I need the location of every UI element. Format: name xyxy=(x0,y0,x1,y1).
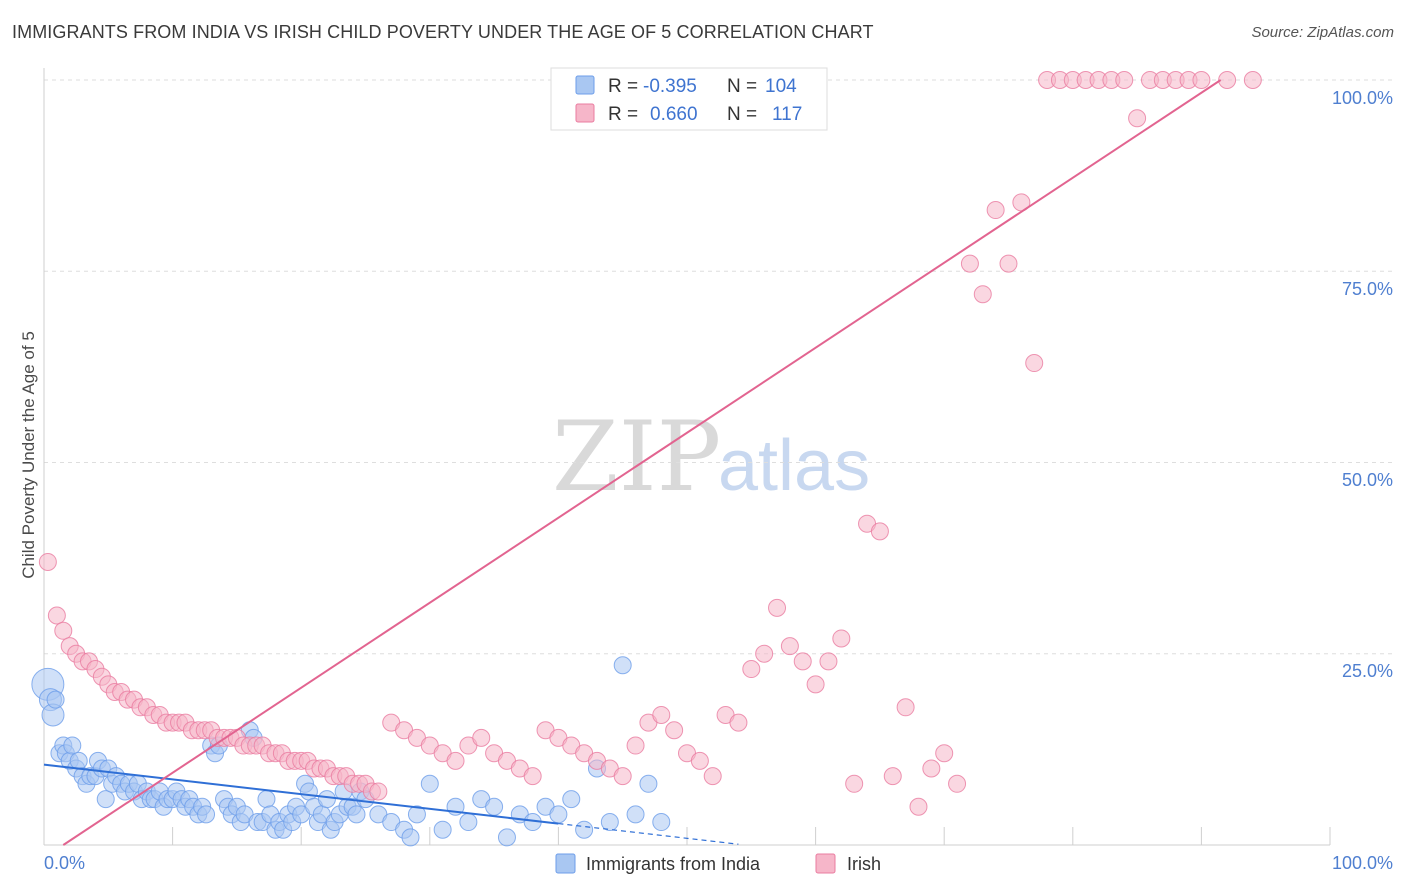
legend-box xyxy=(550,67,828,131)
india-point xyxy=(549,805,568,824)
india-point xyxy=(613,656,632,675)
irish-point xyxy=(1243,71,1262,89)
irish-point xyxy=(832,629,851,648)
india-point xyxy=(407,805,426,824)
india-point xyxy=(317,790,336,809)
bottom-legend-swatch-india xyxy=(555,853,576,874)
irish-point xyxy=(883,767,902,786)
india-point xyxy=(433,820,452,839)
irish-point xyxy=(755,644,774,663)
irish-point xyxy=(742,660,761,679)
irish-trend-line xyxy=(62,79,1222,846)
irish-point xyxy=(690,751,709,770)
trend-lines xyxy=(43,79,1222,846)
irish-point xyxy=(665,721,684,740)
india-point xyxy=(197,805,216,824)
irish-point xyxy=(1115,71,1134,89)
legend-r-label: R = xyxy=(608,104,638,125)
india-point xyxy=(485,797,504,816)
irish-point xyxy=(626,736,645,755)
irish-point xyxy=(613,767,632,786)
y-tick-label: 50.0% xyxy=(1342,470,1393,490)
legend-r-value: 0.660 xyxy=(650,104,698,125)
irish-point xyxy=(523,767,542,786)
india-trend-line xyxy=(43,763,559,825)
india-point xyxy=(401,828,420,847)
legend-swatch-irish xyxy=(575,103,595,123)
irish-point xyxy=(54,621,73,640)
source-label: Source: ZipAtlas.com xyxy=(1251,24,1394,41)
y-tick-label: 75.0% xyxy=(1342,279,1393,299)
india-point xyxy=(652,813,671,832)
irish-point xyxy=(935,744,954,763)
india-point xyxy=(299,782,318,801)
india-point xyxy=(562,790,581,809)
irish-point xyxy=(652,705,671,724)
india-trend-extension xyxy=(558,822,739,845)
india-point xyxy=(497,828,516,847)
irish-point xyxy=(369,782,388,801)
irish-point xyxy=(870,522,889,541)
legend-swatch-india xyxy=(575,75,595,95)
bottom-legend-swatch-irish xyxy=(815,853,836,874)
india-point xyxy=(63,736,82,755)
india-point xyxy=(626,805,645,824)
irish-point xyxy=(47,606,66,625)
irish-point xyxy=(845,774,864,793)
irish-point xyxy=(703,767,722,786)
y-tick-label: 25.0% xyxy=(1342,661,1393,681)
legend-r-label: R = xyxy=(608,76,638,97)
irish-point xyxy=(973,285,992,304)
india-point xyxy=(46,690,65,709)
irish-point xyxy=(780,637,799,656)
irish-point xyxy=(1218,71,1237,89)
x-tick-label: 0.0% xyxy=(44,853,85,873)
irish-point xyxy=(986,201,1005,220)
irish-point xyxy=(472,728,491,747)
chart-title: IMMIGRANTS FROM INDIA VS IRISH CHILD POV… xyxy=(12,22,874,42)
irish-point xyxy=(1192,71,1211,89)
irish-point xyxy=(960,254,979,273)
legend: R = -0.395 N = 104 R = 0.660 N = 117 xyxy=(550,67,828,131)
watermark-atlas: atlas xyxy=(718,426,870,506)
legend-n-label: N = xyxy=(727,76,757,97)
legend-n-label: N = xyxy=(727,104,757,125)
india-point xyxy=(347,805,366,824)
india-point xyxy=(257,790,276,809)
india-point xyxy=(96,790,115,809)
irish-point xyxy=(768,598,787,617)
irish-point xyxy=(1025,354,1044,373)
irish-point xyxy=(948,774,967,793)
irish-point xyxy=(999,254,1018,273)
scatter-points xyxy=(31,71,1262,847)
legend-n-value: 117 xyxy=(772,104,802,125)
india-point xyxy=(420,774,439,793)
bottom-legend-label-irish: Irish xyxy=(847,854,881,874)
irish-point xyxy=(446,751,465,770)
irish-point xyxy=(729,713,748,732)
legend-n-value: 104 xyxy=(765,76,797,97)
y-tick-label: 100.0% xyxy=(1332,88,1393,108)
irish-point xyxy=(38,552,57,571)
irish-point xyxy=(896,698,915,717)
y-axis-label: Child Poverty Under the Age of 5 xyxy=(19,331,38,579)
irish-point xyxy=(819,652,838,671)
india-point xyxy=(69,751,88,770)
bottom-legend-label-india: Immigrants from India xyxy=(586,854,761,874)
irish-point xyxy=(909,797,928,816)
watermark-zip: ZIP xyxy=(552,401,721,513)
legend-r-value: -0.395 xyxy=(643,76,697,97)
bottom-legend: Immigrants from India Irish xyxy=(555,853,881,874)
india-point xyxy=(639,774,658,793)
india-point xyxy=(459,813,478,832)
irish-point xyxy=(793,652,812,671)
irish-point xyxy=(1128,109,1147,128)
x-tick-label: 100.0% xyxy=(1332,853,1393,873)
irish-point xyxy=(806,675,825,694)
india-point xyxy=(600,813,619,832)
irish-point xyxy=(922,759,941,778)
india-point xyxy=(575,820,594,839)
